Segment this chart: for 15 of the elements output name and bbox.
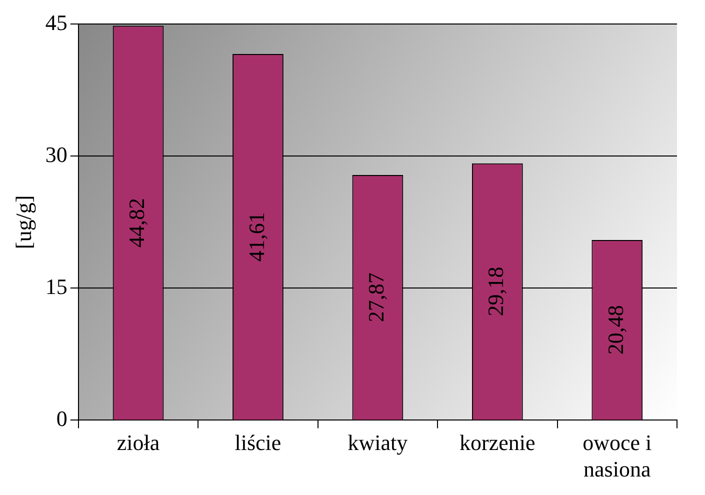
x-tick-label: korzenie (460, 430, 536, 456)
y-tick-label: 15 (45, 274, 68, 299)
y-axis-title: [ug/g] (10, 195, 36, 250)
y-tick-label: 45 (45, 10, 68, 35)
x-tick-label: liście (234, 430, 282, 456)
x-tick-label: zioła (116, 430, 160, 456)
y-tick-label: 0 (56, 406, 68, 431)
y-tick-label: 30 (45, 142, 68, 167)
x-tick-label: owoce i nasiona (582, 430, 652, 482)
data-label: 20,48 (602, 305, 628, 355)
data-label: 29,18 (483, 266, 508, 316)
data-label: 27,87 (363, 272, 388, 322)
data-label: 41,61 (244, 212, 269, 262)
data-label: 44,82 (124, 198, 150, 248)
x-tick-label: kwiaty (348, 430, 408, 456)
